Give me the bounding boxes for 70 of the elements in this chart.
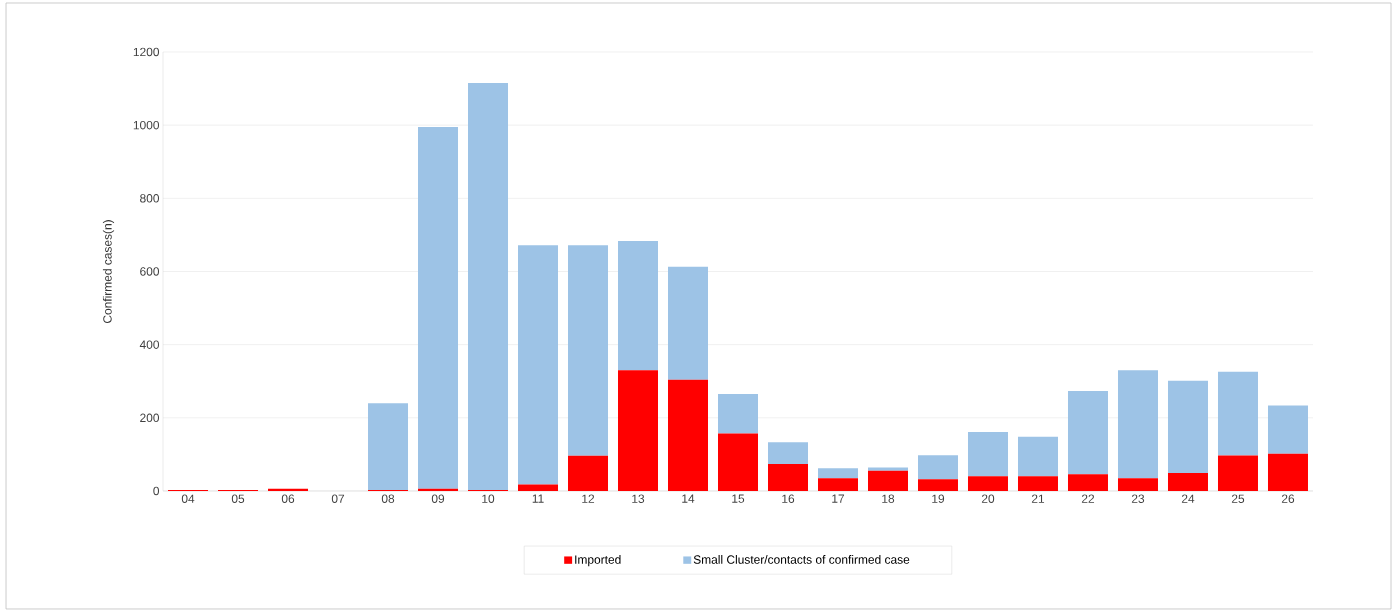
legend-label: Small Cluster/contacts of confirmed case	[693, 555, 910, 564]
bar	[568, 245, 609, 456]
bar	[518, 484, 559, 491]
bar	[568, 455, 609, 491]
y-tick-label: 400	[139, 340, 160, 349]
bar	[468, 83, 509, 490]
bar	[1018, 436, 1058, 477]
x-tick-label: 08	[381, 494, 395, 503]
bar	[1117, 478, 1158, 491]
bar	[668, 266, 708, 380]
bar	[868, 470, 908, 491]
x-tick-label: 04	[181, 494, 195, 503]
y-tick-label: 600	[140, 267, 160, 276]
x-tick-label: 07	[331, 494, 345, 503]
bar	[618, 370, 658, 491]
x-tick-label: 05	[231, 494, 245, 503]
bar	[1167, 473, 1208, 491]
bar	[1217, 455, 1258, 491]
x-tick-label: 24	[1181, 494, 1195, 503]
x-tick-label: 25	[1231, 494, 1245, 503]
x-tick-label: 13	[632, 494, 645, 503]
bar	[918, 455, 958, 480]
y-axis-title: Confirmed cases(n)	[102, 220, 115, 324]
legend-label: Imported	[575, 555, 621, 567]
bar	[768, 442, 808, 464]
x-tick-label: 11	[532, 494, 544, 503]
bar	[1267, 453, 1308, 491]
y-tick-label: 1000	[133, 120, 160, 130]
bar	[1217, 371, 1258, 456]
bar	[968, 476, 1008, 491]
x-tick-label: 19	[932, 494, 945, 503]
x-tick-label: 10	[482, 494, 495, 503]
x-tick-label: 16	[782, 494, 795, 503]
x-tick-label: 12	[582, 494, 595, 503]
bar	[1067, 474, 1108, 491]
x-tick-label: 15	[732, 494, 745, 503]
x-tick-label: 06	[281, 494, 295, 503]
bar	[818, 468, 858, 479]
x-tick-label: 17	[832, 494, 845, 503]
bar	[768, 463, 808, 491]
bar	[1018, 476, 1058, 491]
bar	[518, 245, 559, 485]
bar	[618, 241, 658, 371]
x-tick-label: 09	[431, 494, 445, 503]
x-tick-label: 21	[1031, 494, 1045, 503]
bar	[268, 488, 309, 491]
bar	[418, 126, 459, 489]
bar	[668, 379, 708, 491]
bar	[1267, 405, 1308, 454]
bar	[368, 403, 409, 490]
x-tick-label: 23	[1131, 494, 1145, 503]
y-tick-label: 800	[140, 194, 160, 203]
x-tick-label: 26	[1281, 494, 1295, 503]
bar	[868, 467, 908, 471]
bar	[918, 479, 958, 491]
bar	[818, 478, 858, 491]
bar	[1067, 391, 1108, 475]
bar	[418, 488, 459, 491]
bar	[1117, 370, 1158, 479]
bar	[718, 394, 758, 434]
y-tick-label: 1200	[133, 47, 160, 57]
x-tick-label: 20	[981, 494, 995, 503]
x-tick-label: 14	[682, 494, 695, 503]
bar	[968, 432, 1008, 477]
bar	[718, 433, 758, 491]
y-tick-label: 0	[153, 486, 160, 496]
x-tick-label: 18	[882, 494, 895, 503]
y-tick-label: 200	[140, 413, 160, 423]
x-tick-label: 22	[1081, 494, 1095, 503]
bar	[1167, 380, 1208, 474]
